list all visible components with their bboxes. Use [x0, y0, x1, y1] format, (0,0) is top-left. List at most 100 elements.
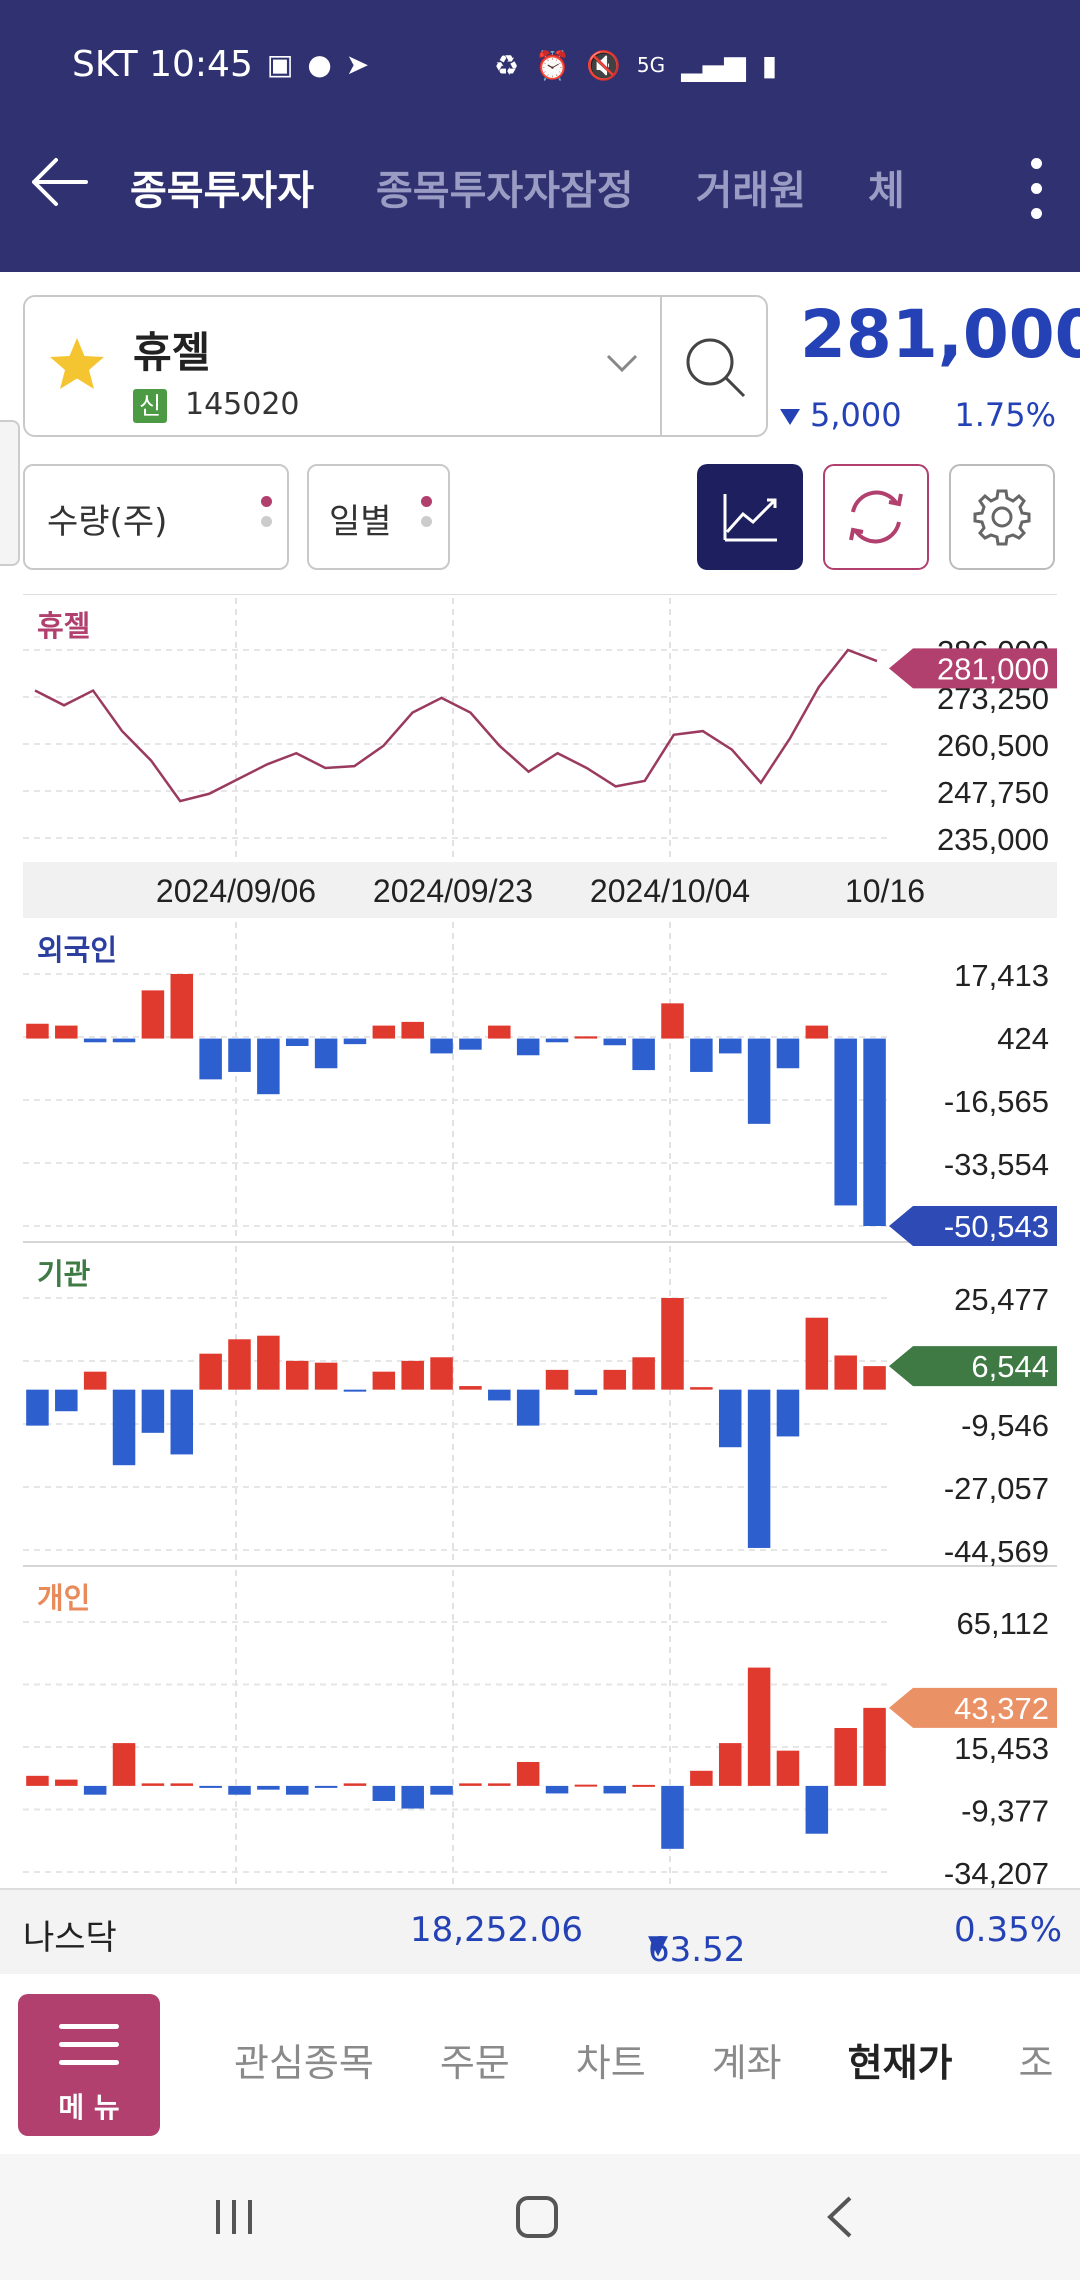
credit-badge: 신 [133, 389, 167, 423]
bottom-nav-items: 관심종목 주문 차트 계좌 현재가 조 [234, 2032, 1080, 2087]
bar [834, 1728, 857, 1786]
bar [343, 1389, 367, 1392]
change-percent: 1.75% [954, 396, 1056, 434]
bar [834, 1355, 857, 1390]
y-tick-label: -27,057 [944, 1471, 1049, 1506]
bar [747, 1667, 771, 1786]
favorite-star-icon[interactable] [47, 335, 107, 395]
talk-icon: ● [307, 47, 332, 81]
chevron-down-icon[interactable] [605, 352, 639, 374]
nav-chart[interactable]: 차트 [575, 2041, 646, 2085]
current-value-badge [889, 1687, 1057, 1728]
bar [661, 1785, 684, 1849]
bar [459, 1783, 482, 1786]
mute-icon: 🔇 [585, 48, 621, 82]
menu-button[interactable]: 메 뉴 [18, 1994, 160, 2136]
bar [603, 1369, 627, 1390]
menu-label: 메 뉴 [58, 2091, 120, 2124]
back-arrow-icon[interactable] [26, 150, 90, 214]
bar [55, 1779, 78, 1786]
tab-stock-investor-provisional[interactable]: 종목투자자잠정 [376, 168, 634, 214]
bar [314, 1362, 338, 1390]
bar [55, 1389, 78, 1412]
bar [747, 1038, 771, 1124]
bar [285, 1038, 309, 1046]
recycle-icon: ♻ [494, 48, 520, 82]
bar [141, 1783, 165, 1786]
bar [776, 1389, 800, 1437]
bar [632, 1038, 655, 1071]
bar [257, 1038, 280, 1095]
current-value-label: -50,543 [944, 1209, 1049, 1244]
price-change: 5,000 1.75% [780, 396, 1056, 434]
unit-selector[interactable]: 수량(주) [23, 464, 289, 570]
bar [776, 1750, 800, 1786]
home-icon[interactable] [514, 2194, 560, 2240]
current-value-label: 6,544 [971, 1349, 1049, 1384]
bar [314, 1785, 338, 1788]
bar [170, 1389, 194, 1455]
settings-gear-button[interactable] [949, 464, 1055, 570]
bar [863, 1707, 886, 1786]
index-change-percent: 0.35% [954, 1910, 1063, 1950]
bar [372, 1025, 396, 1039]
search-icon[interactable] [680, 332, 750, 402]
refresh-button[interactable] [823, 464, 929, 570]
battery-icon: ▮ [761, 48, 778, 82]
tab-broker[interactable]: 거래원 [695, 168, 807, 214]
bar [257, 1785, 280, 1790]
bar [690, 1038, 713, 1072]
bar [141, 990, 165, 1039]
bar [372, 1371, 396, 1390]
current-value-label: 281,000 [937, 651, 1049, 686]
y-tick-label: 17,413 [954, 958, 1049, 993]
y-tick-label: -44,569 [944, 1534, 1049, 1569]
status-icons: ♻ ⏰ 🔇 5G ▂▄▆ ▮ [494, 40, 777, 90]
bar [603, 1785, 627, 1794]
tab-stock-investor[interactable]: 종목투자자 [130, 168, 314, 214]
bar [55, 1025, 78, 1039]
tab-trades[interactable]: 체 [868, 168, 905, 214]
bar [690, 1770, 713, 1786]
bar [805, 1317, 829, 1390]
more-options-icon[interactable] [1026, 158, 1046, 220]
bar [401, 1021, 424, 1039]
bar [343, 1038, 367, 1045]
recent-apps-icon[interactable] [212, 2196, 256, 2238]
bar [863, 1366, 886, 1390]
bar [545, 1369, 569, 1390]
nav-current-price[interactable]: 현재가 [847, 2041, 953, 2085]
bar [545, 1785, 569, 1794]
side-drawer-handle[interactable] [0, 420, 20, 566]
nav-more[interactable]: 조 [1018, 2041, 1054, 2085]
back-icon[interactable] [822, 2194, 858, 2240]
bar [401, 1785, 424, 1809]
panel-label: 개인 [37, 1582, 90, 1615]
bottom-nav: 메 뉴 관심종목 주문 차트 계좌 현재가 조 [0, 1974, 1080, 2154]
nav-order[interactable]: 주문 [439, 2041, 510, 2085]
stock-name: 휴젤 [133, 328, 211, 377]
bar [574, 1389, 598, 1396]
bar [228, 1785, 251, 1795]
option-dots-icon [261, 496, 273, 536]
current-value-badge [889, 1206, 1057, 1246]
y-tick-label: 65,112 [956, 1606, 1049, 1641]
bar [26, 1775, 49, 1786]
bar [112, 1038, 136, 1043]
bar [112, 1743, 136, 1786]
nav-watchlist[interactable]: 관심종목 [234, 2041, 374, 2085]
bar [488, 1389, 511, 1401]
stock-code: 145020 [185, 387, 300, 422]
bar [228, 1339, 251, 1390]
investor-chart[interactable]: 2024/09/062024/09/232024/10/0410/16휴젤286… [23, 594, 1057, 1888]
bar [112, 1389, 136, 1466]
nav-account[interactable]: 계좌 [711, 2041, 782, 2085]
bar [661, 1298, 684, 1390]
bar [199, 1353, 222, 1390]
period-selector[interactable]: 일별 [307, 464, 450, 570]
index-ticker[interactable]: 나스닥 18,252.06 ▼ 63.52 0.35% [0, 1888, 1080, 1974]
bar [430, 1357, 453, 1390]
line-chart-toggle-button[interactable] [697, 464, 803, 570]
x-tick-label: 2024/09/06 [156, 873, 316, 909]
stock-selector[interactable]: 휴젤 신 145020 [23, 295, 768, 437]
